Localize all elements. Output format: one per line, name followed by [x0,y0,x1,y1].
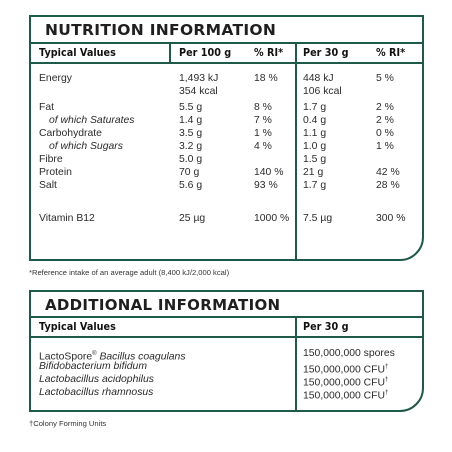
fibre-per100: 5.0 g [179,154,203,165]
row-label-bifidobacterium: Bifidobacterium bifidum [39,361,147,372]
acidophilus-value: 150,000,000 CFU† [303,374,388,389]
protein-ri30: 42 % [376,167,400,178]
row-label-acidophilus: Lactobacillus acidophilus [39,374,154,385]
nutrition-title: NUTRITION INFORMATION [45,21,277,39]
saturates-per30: 0.4 g [303,115,327,126]
protein-per100: 70 g [179,167,200,178]
bacillus-coagulans-label: Bacillus coagulans [96,351,186,363]
energy-ri100: 18 % [254,73,278,84]
bifidobacterium-count: 150,000,000 CFU [303,364,386,376]
row-label-energy: Energy [39,73,72,84]
vitamin-b12-per100: 25 µg [179,213,206,224]
row-label-salt: Salt [39,180,57,191]
row-label-lactospore: LactoSpore® Bacillus coagulans [39,348,186,363]
header-per-30g: Per 30 g [303,47,349,59]
additional-panel: ADDITIONAL INFORMATION Typical Values Pe… [29,290,424,412]
salt-per30: 1.7 g [303,180,327,191]
dagger-mark: † [385,390,389,396]
nutrition-column-divider [169,42,171,62]
vitamin-b12-ri100: 1000 % [254,213,290,224]
row-label-protein: Protein [39,167,72,178]
header-ri-100: % RI* [254,47,284,59]
nutrition-column-divider [295,42,297,259]
header-ri-30: % RI* [376,47,406,59]
row-label-fibre: Fibre [39,154,63,165]
carbohydrate-per100: 3.5 g [179,128,203,139]
vitamin-b12-per30: 7.5 µg [303,213,333,224]
saturates-ri100: 7 % [254,115,272,126]
lactospore-value: 150,000,000 spores [303,348,395,359]
salt-ri100: 93 % [254,180,278,191]
lactospore-brand: LactoSpore [39,351,93,363]
row-label-saturates: of which Saturates [49,115,135,126]
nutrition-header-divider [31,62,422,64]
acidophilus-count: 150,000,000 CFU [303,377,386,389]
bifidobacterium-value: 150,000,000 CFU† [303,361,388,376]
sugars-ri100: 4 % [254,141,272,152]
saturates-ri30: 2 % [376,115,394,126]
protein-ri100: 140 % [254,167,284,178]
nutrition-title-divider [31,42,422,44]
sugars-per100: 3.2 g [179,141,203,152]
carbohydrate-ri100: 1 % [254,128,272,139]
energy-ri30: 5 % [376,73,394,84]
fibre-per30: 1.5 g [303,154,327,165]
energy-per30-kcal: 106 kcal [303,86,342,97]
rhamnosus-count: 150,000,000 CFU [303,390,386,402]
header-typical-values: Typical Values [39,47,116,59]
salt-ri30: 28 % [376,180,400,191]
energy-per100-kj: 1,493 kJ [179,73,219,84]
header-per-100g: Per 100 g [179,47,232,59]
energy-per100-kcal: 354 kcal [179,86,218,97]
dagger-mark: † [385,364,389,370]
salt-per100: 5.6 g [179,180,203,191]
row-label-fat: Fat [39,102,55,113]
row-label-sugars: of which Sugars [49,141,123,152]
vitamin-b12-ri30: 300 % [376,213,406,224]
fat-ri30: 2 % [376,102,394,113]
saturates-per100: 1.4 g [179,115,203,126]
fat-per100: 5.5 g [179,102,203,113]
ri-footnote: *Reference intake of an average adult (8… [29,268,230,277]
sugars-ri30: 1 % [376,141,394,152]
additional-title: ADDITIONAL INFORMATION [45,296,281,314]
registered-mark: ® [92,351,97,357]
additional-header-divider [31,336,422,338]
fat-per30: 1.7 g [303,102,327,113]
carbohydrate-ri30: 0 % [376,128,394,139]
sugars-per30: 1.0 g [303,141,327,152]
additional-column-divider [295,316,297,410]
carbohydrate-per30: 1.1 g [303,128,327,139]
additional-title-divider [31,316,422,318]
rhamnosus-value: 150,000,000 CFU† [303,387,388,402]
fat-ri100: 8 % [254,102,272,113]
row-label-rhamnosus: Lactobacillus rhamnosus [39,387,154,398]
additional-header-per-30g: Per 30 g [303,321,349,333]
energy-per30-kj: 448 kJ [303,73,334,84]
dagger-mark: † [385,377,389,383]
row-label-vitamin-b12: Vitamin B12 [39,213,95,224]
cfu-footnote: †Colony Forming Units [29,419,107,428]
nutrition-panel: NUTRITION INFORMATION Typical Values Per… [29,15,424,261]
protein-per30: 21 g [303,167,324,178]
row-label-carbohydrate: Carbohydrate [39,128,102,139]
additional-header-typical-values: Typical Values [39,321,116,333]
